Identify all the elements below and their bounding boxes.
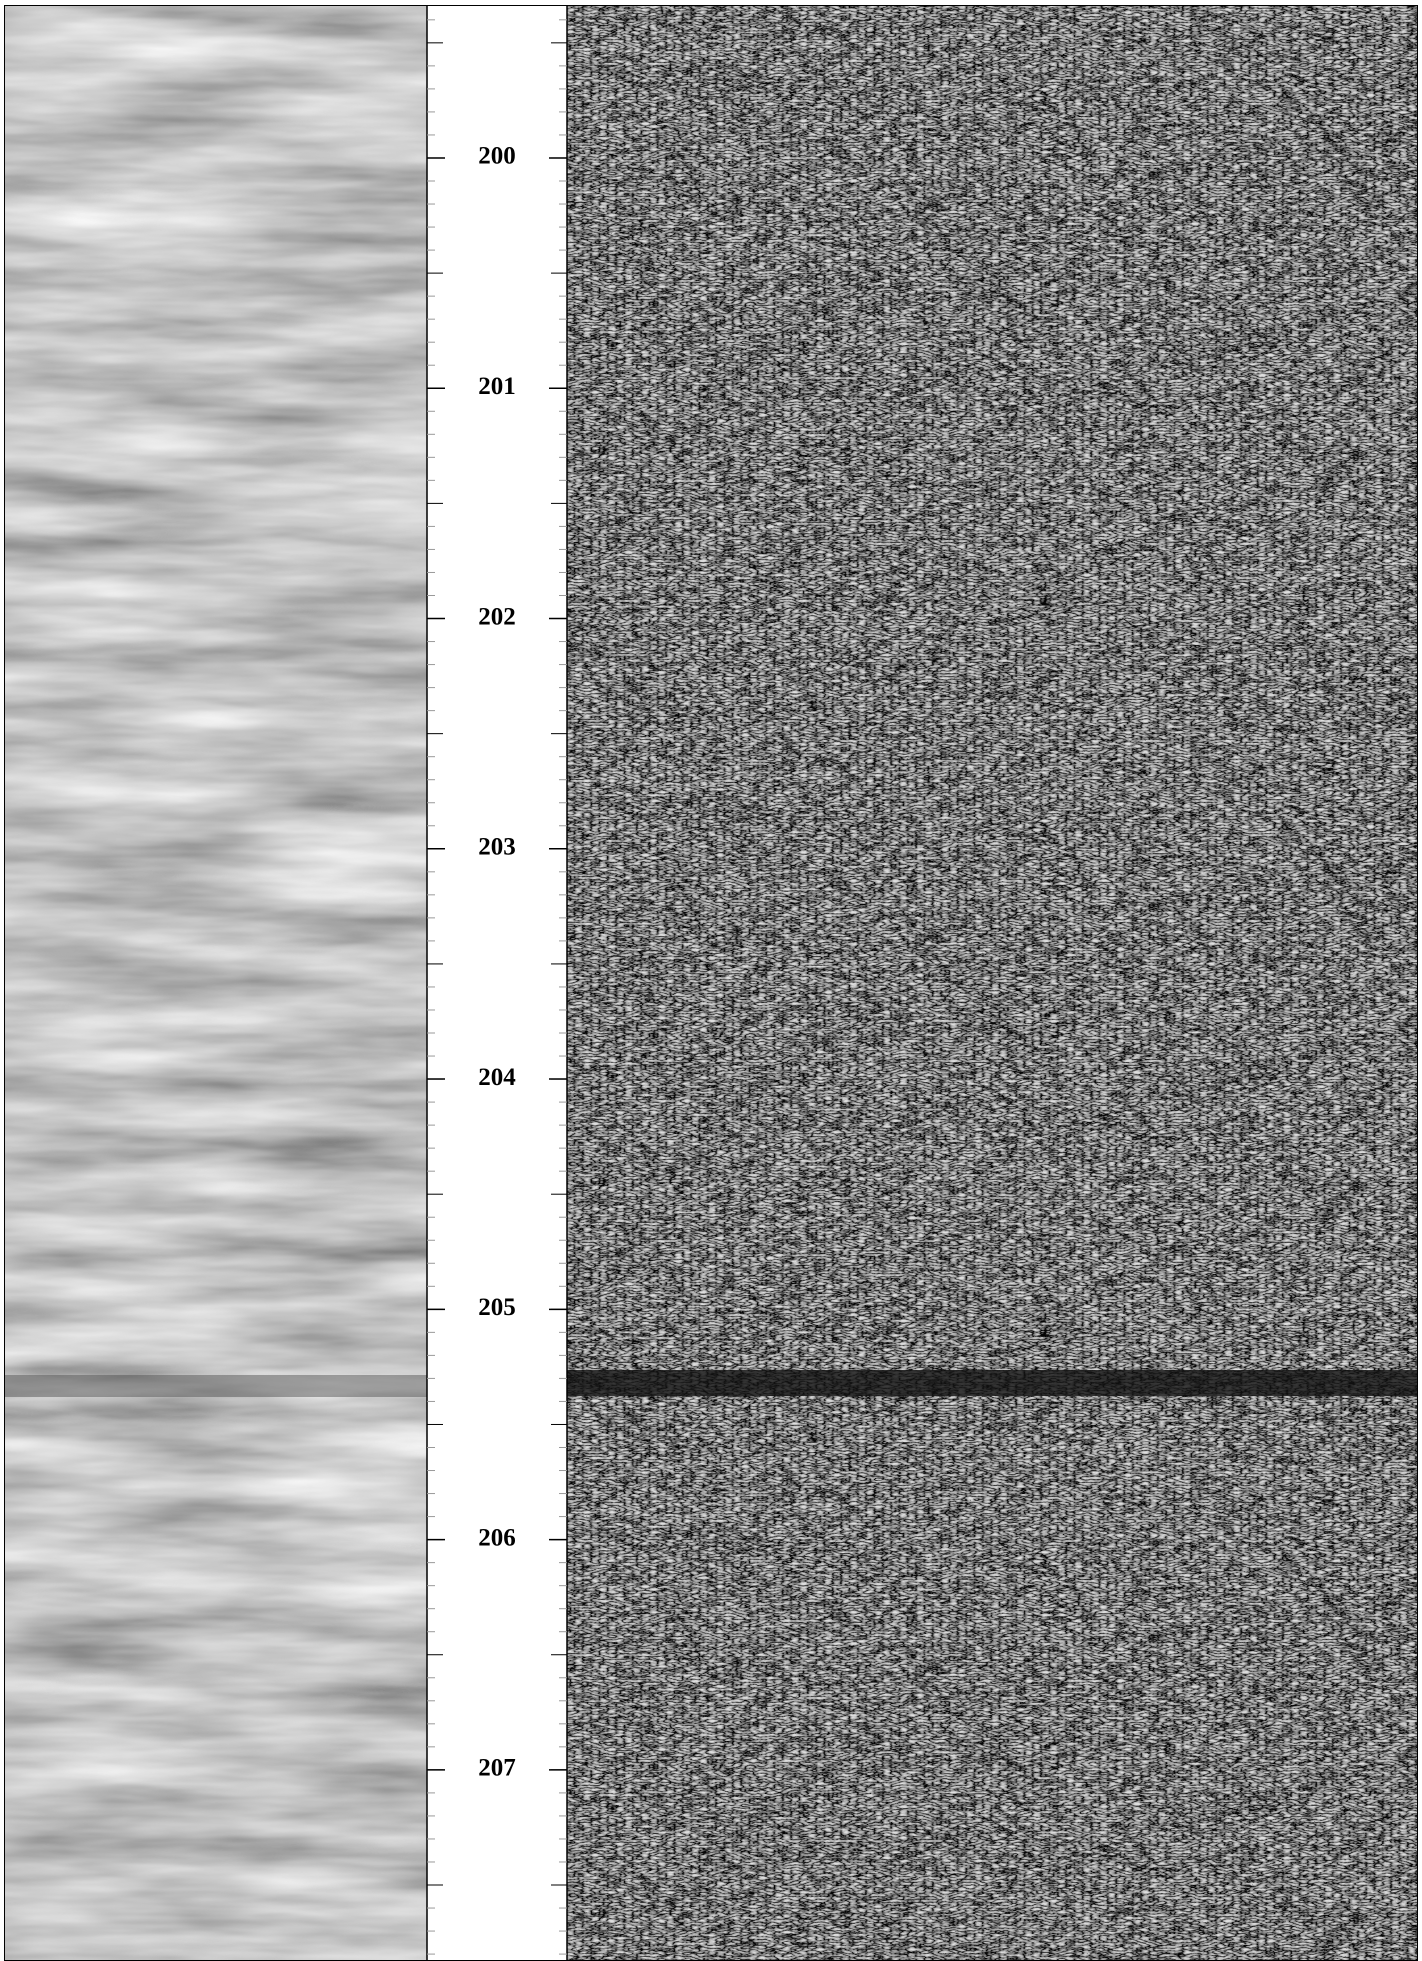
depth-label: 203 — [478, 834, 516, 861]
right-image-log — [567, 6, 1417, 1961]
depth-label: 206 — [478, 1524, 516, 1551]
depth-track — [427, 6, 567, 1961]
depth-label: 207 — [478, 1755, 516, 1782]
depth-label: 204 — [478, 1064, 516, 1091]
depth-label: 201 — [478, 373, 516, 400]
dark-band — [5, 1375, 427, 1397]
dark-band — [567, 1370, 1417, 1396]
depth-label: 202 — [478, 603, 516, 630]
left-image-log — [5, 6, 427, 1961]
depth-label: 205 — [478, 1294, 516, 1321]
depth-label: 200 — [478, 143, 516, 170]
